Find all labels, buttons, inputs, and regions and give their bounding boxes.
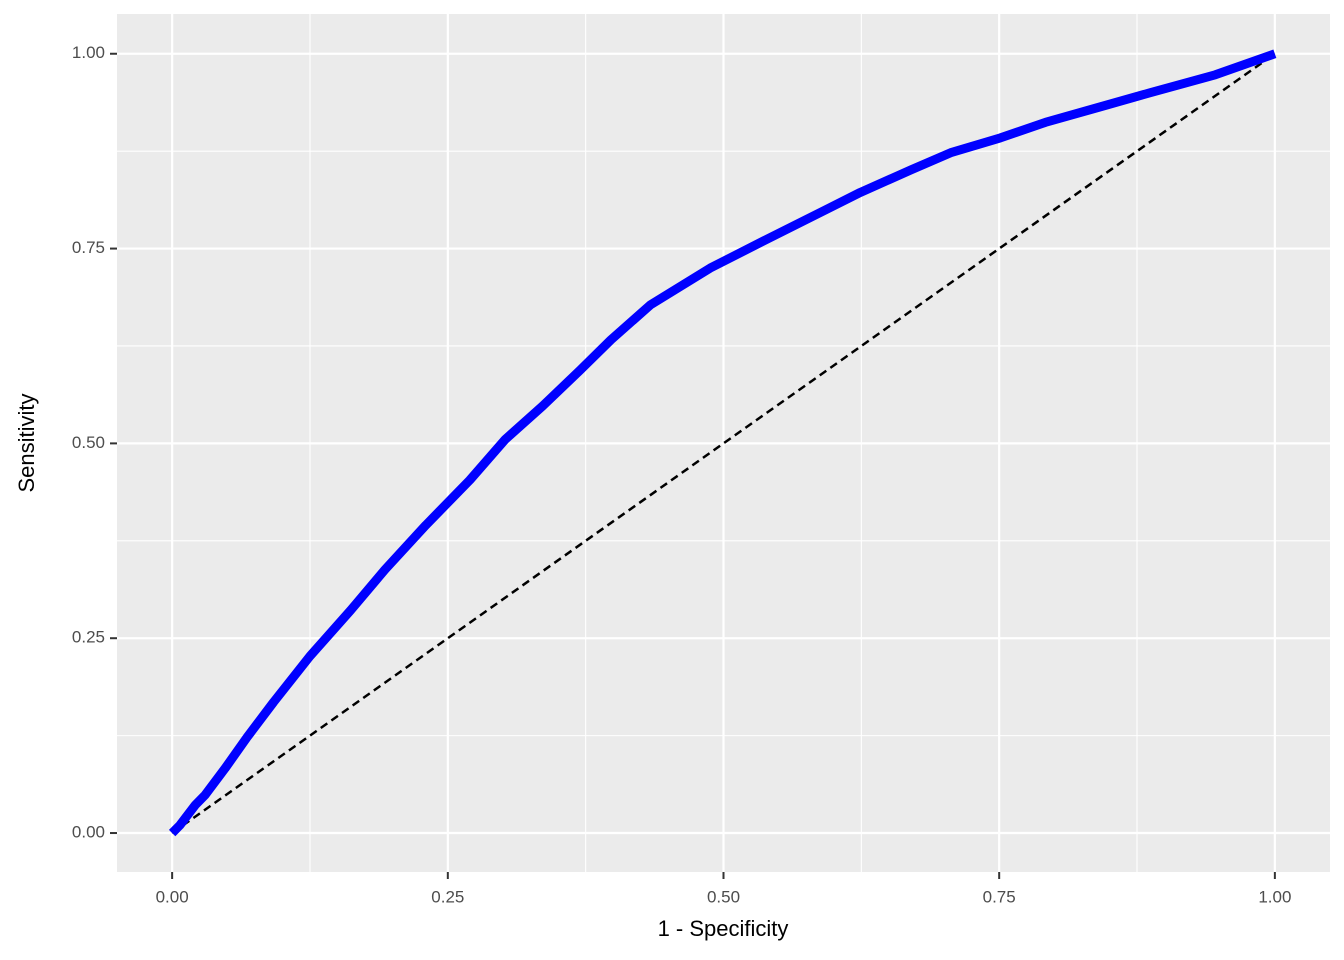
y-tick-label: 0.25: [72, 628, 105, 647]
x-tick-label: 1.00: [1258, 887, 1291, 906]
y-tick-label: 0.75: [72, 238, 105, 257]
x-tick-label: 0.50: [707, 887, 740, 906]
x-tick-label: 0.25: [431, 887, 464, 906]
x-tick-label: 0.75: [983, 887, 1016, 906]
y-axis-title: Sensitivity: [14, 393, 39, 492]
reference-line: [171, 52, 1276, 835]
roc-curve: [168, 49, 1277, 837]
x-axis-title: 1 - Specificity: [658, 916, 789, 941]
y-tick-label: 0.00: [72, 823, 105, 842]
y-tick-label: 1.00: [72, 43, 105, 62]
y-tick-label: 0.50: [72, 433, 105, 452]
x-tick-label: 0.00: [156, 887, 189, 906]
